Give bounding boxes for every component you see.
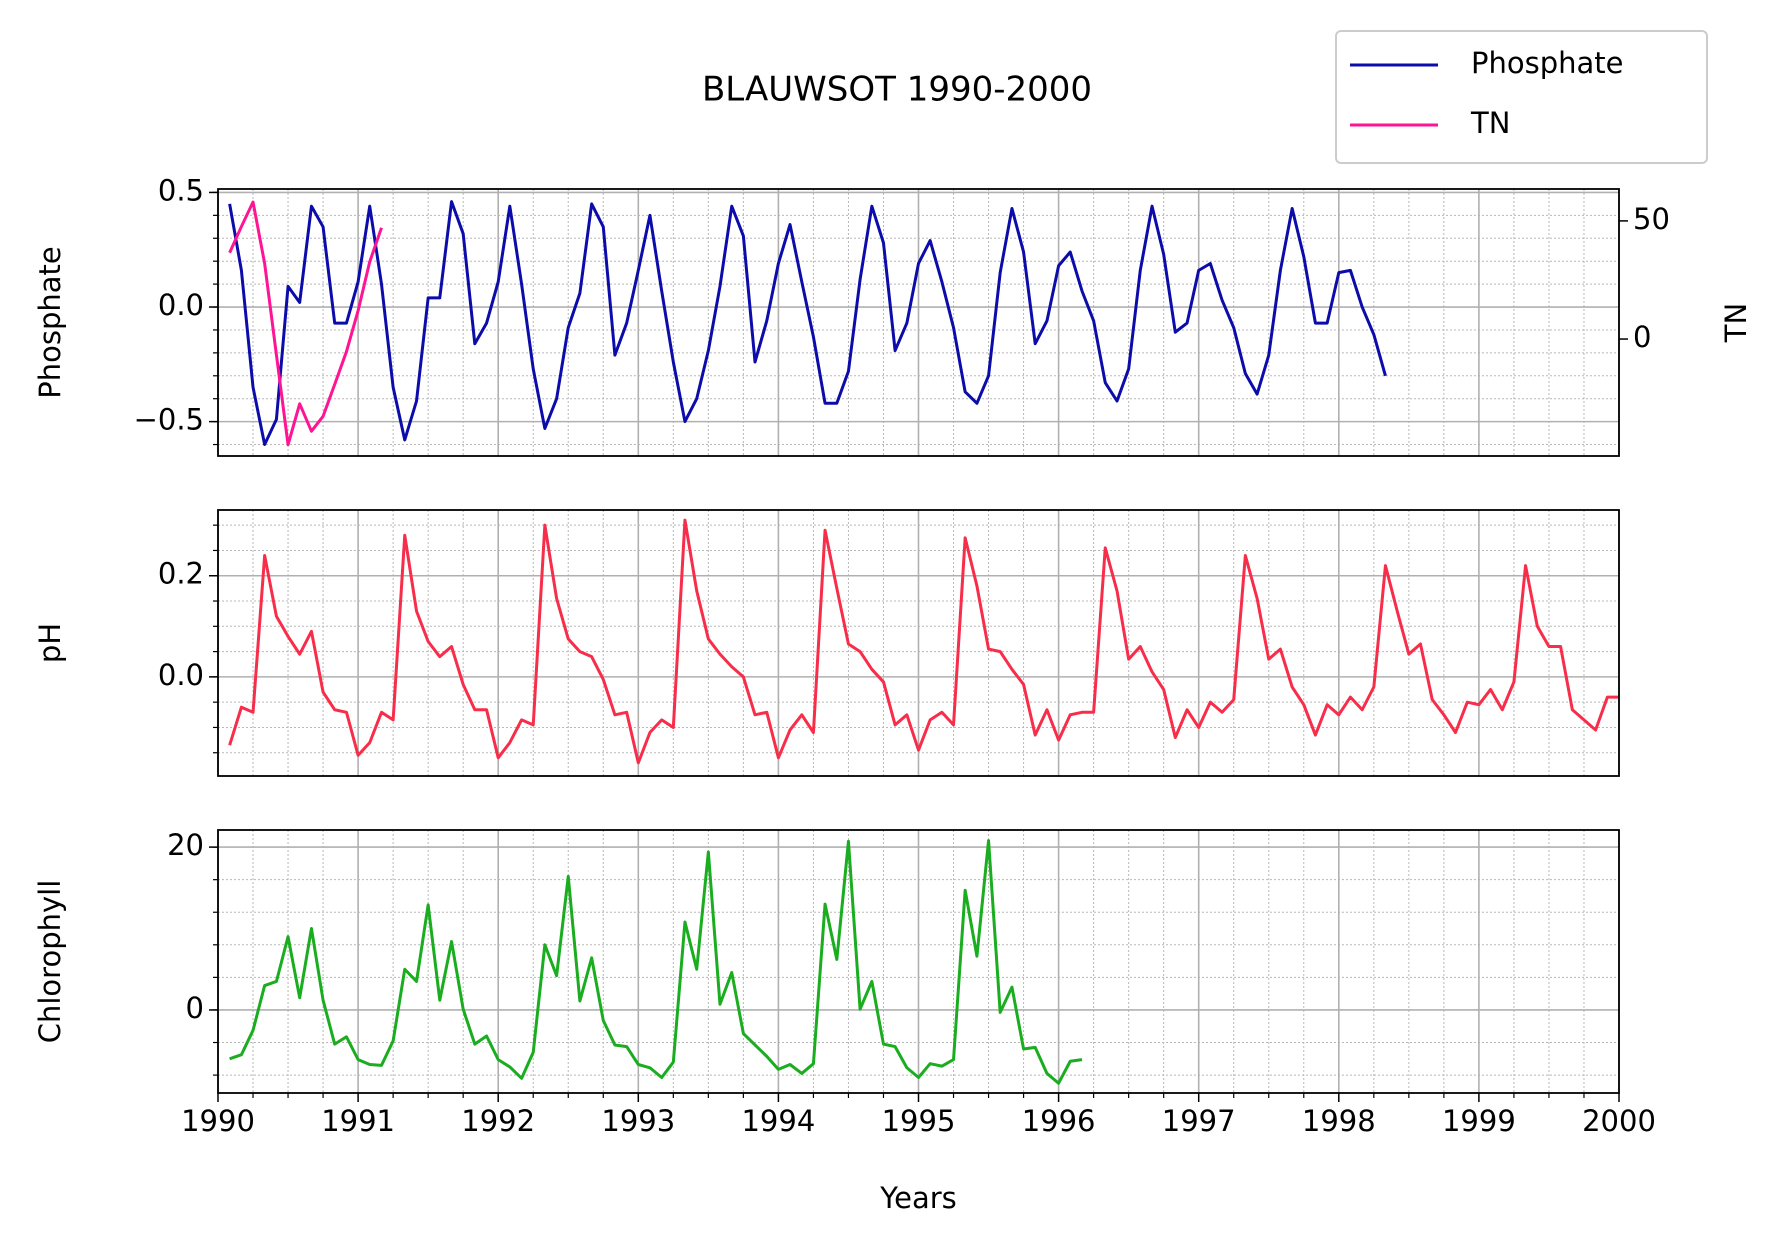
plot-frame (217, 509, 1620, 777)
y-axis-label: Chlorophyll (33, 880, 67, 1044)
x-axis-label: Years (879, 1181, 957, 1215)
x-tick-label: 1997 (1162, 1104, 1236, 1138)
x-tick-label: 2000 (1582, 1104, 1656, 1138)
panel: 0.0 0.2 pH (33, 509, 1620, 777)
y-tick-label: 20 (167, 828, 204, 862)
chart-title: BLAUWSOT 1990-2000 (702, 70, 1092, 110)
data-line (228, 200, 383, 447)
y2-tick-label: 0 (1633, 320, 1651, 354)
x-tick-label: 1994 (741, 1104, 815, 1138)
data-line (228, 518, 1619, 765)
x-tick-label: 1995 (882, 1104, 956, 1138)
y2-axis-label: TN (1719, 303, 1753, 343)
y-axis-label: Phosphate (33, 246, 67, 399)
y-axis-label: pH (33, 623, 67, 663)
y-tick-label: 0.0 (158, 658, 204, 692)
y-tick-label: 0.5 (158, 173, 204, 207)
panel: −0.5 0.0 0.5 0 50 Phosphate TN (33, 173, 1753, 457)
x-tick-label: 1992 (461, 1104, 535, 1138)
x-tick-label: 1996 (1022, 1104, 1096, 1138)
x-tick-label: 1999 (1442, 1104, 1516, 1138)
x-tick-label: 1998 (1302, 1104, 1376, 1138)
x-tick-label: 1993 (601, 1104, 675, 1138)
y-tick-label: 0.0 (158, 288, 204, 322)
x-tick-label: 1991 (321, 1104, 395, 1138)
plot-frame (217, 188, 1620, 457)
data-line (229, 839, 1083, 1085)
panel: 0 20 Chlorophyll 1990 1991 1992 1993 1994 1995 19… (33, 828, 1656, 1215)
x-tick-label: 1990 (181, 1104, 255, 1138)
y-tick-label: 0 (186, 991, 204, 1025)
y-tick-label: 0.2 (158, 557, 204, 591)
legend-label: TN (1470, 106, 1510, 140)
legend: Phosphate TN (1335, 30, 1708, 164)
legend-label: Phosphate (1471, 46, 1624, 80)
data-line (228, 200, 1387, 447)
y2-tick-label: 50 (1633, 202, 1670, 236)
y-tick-label: −0.5 (134, 403, 204, 437)
